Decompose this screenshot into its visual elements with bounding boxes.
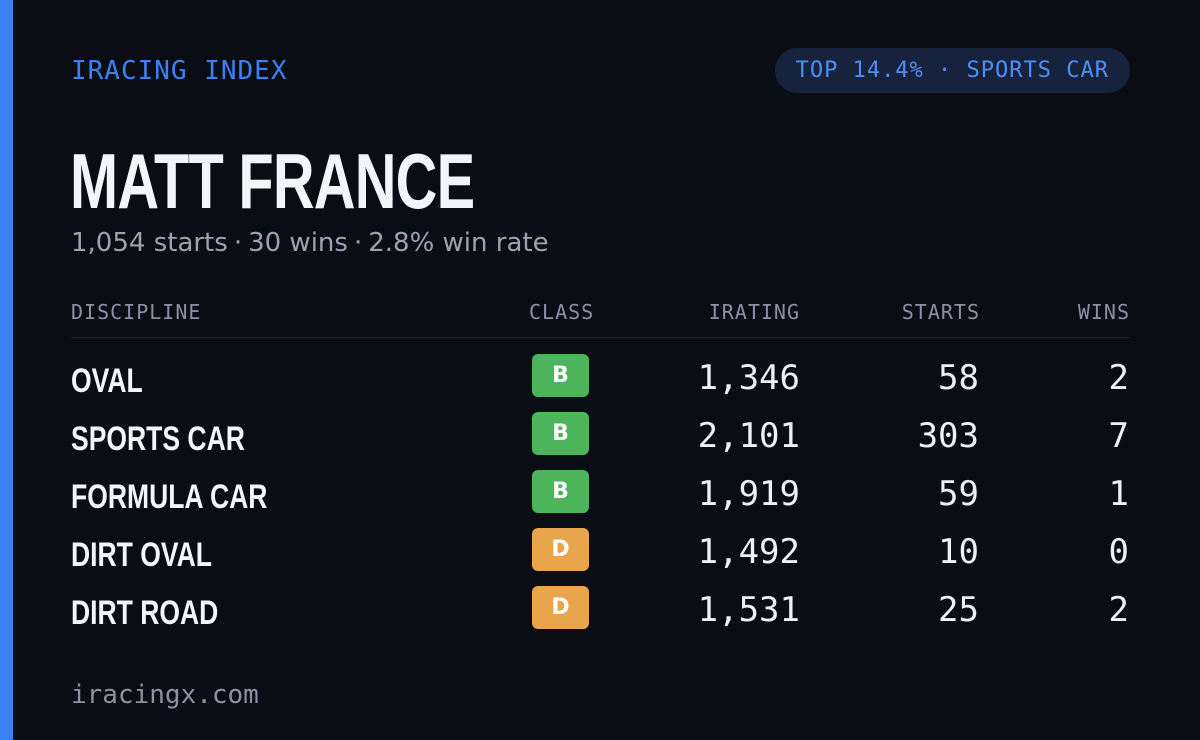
class-badge: B bbox=[532, 470, 589, 513]
brand-label: IRACING INDEX bbox=[71, 56, 288, 86]
class-badge: B bbox=[532, 354, 589, 397]
wins-value: 7 bbox=[1108, 416, 1129, 456]
discipline-name: FORMULA CAR bbox=[71, 478, 268, 516]
header-irating: IRATING bbox=[708, 300, 800, 324]
driver-name: MATT FRANCE bbox=[70, 137, 475, 225]
starts-value: 58 bbox=[938, 358, 979, 398]
driver-summary: 1,054 starts · 30 wins · 2.8% win rate bbox=[71, 228, 549, 258]
rank-badge: TOP 14.4% · SPORTS CAR bbox=[774, 48, 1130, 93]
irating-value: 1,919 bbox=[697, 474, 800, 514]
irating-value: 1,346 bbox=[697, 358, 800, 398]
starts-summary: 1,054 starts bbox=[71, 228, 228, 258]
discipline-name: DIRT OVAL bbox=[71, 536, 212, 574]
table-row: DIRT ROAD D 1,531 25 2 bbox=[71, 582, 1130, 640]
wins-value: 2 bbox=[1108, 590, 1129, 630]
discipline-name: DIRT ROAD bbox=[71, 594, 219, 632]
wins-value: 2 bbox=[1108, 358, 1129, 398]
table-row: FORMULA CAR B 1,919 59 1 bbox=[71, 466, 1130, 524]
header-class: CLASS bbox=[529, 300, 595, 324]
wins-summary: 30 wins bbox=[248, 228, 348, 258]
discipline-name: OVAL bbox=[71, 362, 143, 400]
discipline-name: SPORTS CAR bbox=[71, 420, 245, 458]
header-wins: WINS bbox=[1077, 300, 1130, 324]
footer-site-link[interactable]: iracingx.com bbox=[71, 680, 259, 710]
win-rate-summary: 2.8% win rate bbox=[368, 228, 549, 258]
wins-value: 0 bbox=[1108, 532, 1129, 572]
class-badge: B bbox=[532, 412, 589, 455]
irating-value: 1,492 bbox=[697, 532, 800, 572]
class-badge: D bbox=[532, 586, 589, 629]
irating-value: 1,531 bbox=[697, 590, 800, 630]
table-row: SPORTS CAR B 2,101 303 7 bbox=[71, 408, 1130, 466]
starts-value: 59 bbox=[938, 474, 979, 514]
irating-value: 2,101 bbox=[697, 416, 800, 456]
class-badge: D bbox=[532, 528, 589, 571]
wins-value: 1 bbox=[1108, 474, 1129, 514]
header-starts: STARTS bbox=[901, 300, 980, 324]
summary-separator: · bbox=[233, 228, 243, 258]
header-discipline: DISCIPLINE bbox=[71, 300, 202, 324]
table-row: DIRT OVAL D 1,492 10 0 bbox=[71, 524, 1130, 582]
starts-value: 10 bbox=[938, 532, 979, 572]
starts-value: 303 bbox=[917, 416, 979, 456]
summary-separator: · bbox=[353, 228, 363, 258]
table-header: DISCIPLINE CLASS IRATING STARTS WINS bbox=[71, 300, 1130, 338]
accent-bar bbox=[0, 0, 13, 740]
table-row: OVAL B 1,346 58 2 bbox=[71, 350, 1130, 408]
starts-value: 25 bbox=[938, 590, 979, 630]
discipline-table: OVAL B 1,346 58 2 SPORTS CAR B 2,101 303… bbox=[71, 350, 1130, 640]
